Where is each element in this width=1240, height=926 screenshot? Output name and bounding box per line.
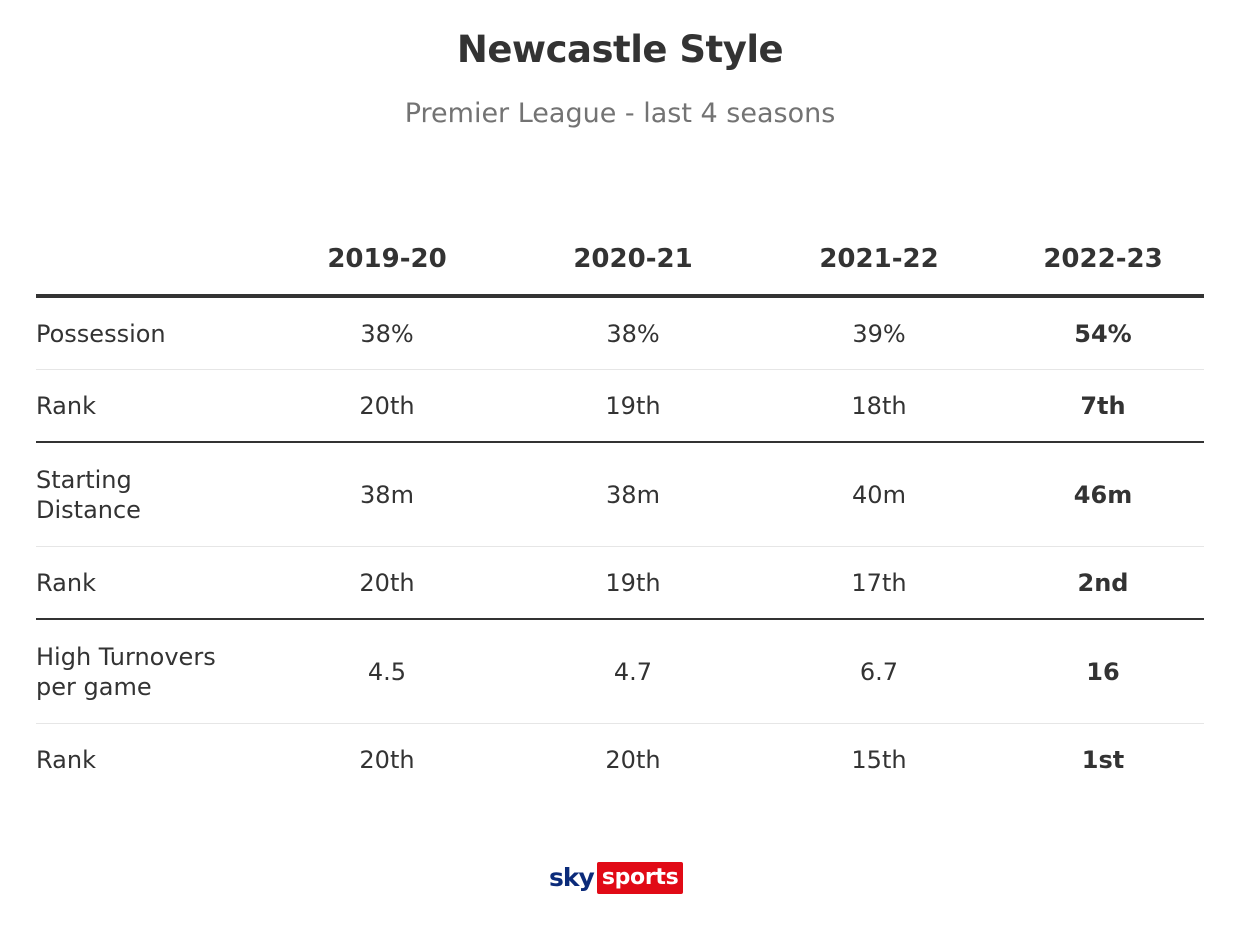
column-header: 2022-23: [1002, 226, 1204, 298]
table-cell: 38m: [510, 442, 756, 547]
logo-sports-text: sports: [596, 862, 684, 894]
table-cell: 20th: [264, 369, 510, 443]
stats-table: 2019-20 2020-21 2021-22 2022-23 Possessi…: [36, 226, 1204, 795]
table-row-possession: Possession 38% 38% 39% 54%: [36, 296, 1204, 370]
table-cell-highlight: 54%: [1002, 296, 1204, 370]
table-cell: 6.7: [756, 619, 1002, 724]
header-empty-cell: [36, 226, 264, 298]
table-cell: 18th: [756, 369, 1002, 443]
table-row-starting-distance: Starting Distance 38m 38m 40m 46m: [36, 442, 1204, 547]
table-row-high-turnovers: High Turnovers per game 4.5 4.7 6.7 16: [36, 619, 1204, 724]
table-cell: 4.5: [264, 619, 510, 724]
sky-sports-logo: sky sports: [549, 862, 684, 894]
table-cell: 38%: [264, 296, 510, 370]
table-cell-highlight: 7th: [1002, 369, 1204, 443]
table-cell-highlight: 1st: [1081, 745, 1125, 774]
table-cell: 39%: [756, 296, 1002, 370]
stats-table-container: 2019-20 2020-21 2021-22 2022-23 Possessi…: [36, 226, 1204, 795]
table-cell: 4.7: [510, 619, 756, 724]
table-cell-highlight: 46m: [1002, 442, 1204, 547]
table-row-possession-rank: Rank 20th 19th 18th 7th: [36, 369, 1204, 443]
column-header: 2021-22: [756, 226, 1002, 298]
table-cell: 19th: [510, 546, 756, 620]
table-cell: 20th: [359, 745, 415, 774]
row-label: Rank: [36, 546, 264, 620]
table-row-high-turnovers-rank: Rank 20th 20th 15th 1st: [36, 724, 1204, 796]
column-header: 2019-20: [264, 226, 510, 298]
table-row-starting-distance-rank: Rank 20th 19th 17th 2nd: [36, 546, 1204, 620]
table-cell: 19th: [510, 369, 756, 443]
row-label: Starting Distance: [36, 442, 264, 547]
table-cell: 20th: [605, 745, 661, 774]
table-cell: 20th: [264, 546, 510, 620]
row-label: Rank: [36, 745, 96, 774]
table-cell: 17th: [756, 546, 1002, 620]
table-cell: 15th: [851, 745, 907, 774]
table-cell: 38m: [264, 442, 510, 547]
row-label: High Turnovers per game: [36, 619, 264, 724]
table-cell-highlight: 16: [1002, 619, 1204, 724]
column-header: 2020-21: [510, 226, 756, 298]
table-cell: 40m: [756, 442, 1002, 547]
chart-subtitle: Premier League - last 4 seasons: [404, 98, 836, 129]
row-label: Rank: [36, 369, 264, 443]
chart-title: Newcastle Style: [456, 28, 784, 71]
row-label: Possession: [36, 296, 264, 370]
logo-sky-text: sky: [549, 863, 595, 892]
table-cell: 38%: [510, 296, 756, 370]
header-row: 2019-20 2020-21 2021-22 2022-23: [36, 226, 1204, 298]
table-cell-highlight: 2nd: [1002, 546, 1204, 620]
